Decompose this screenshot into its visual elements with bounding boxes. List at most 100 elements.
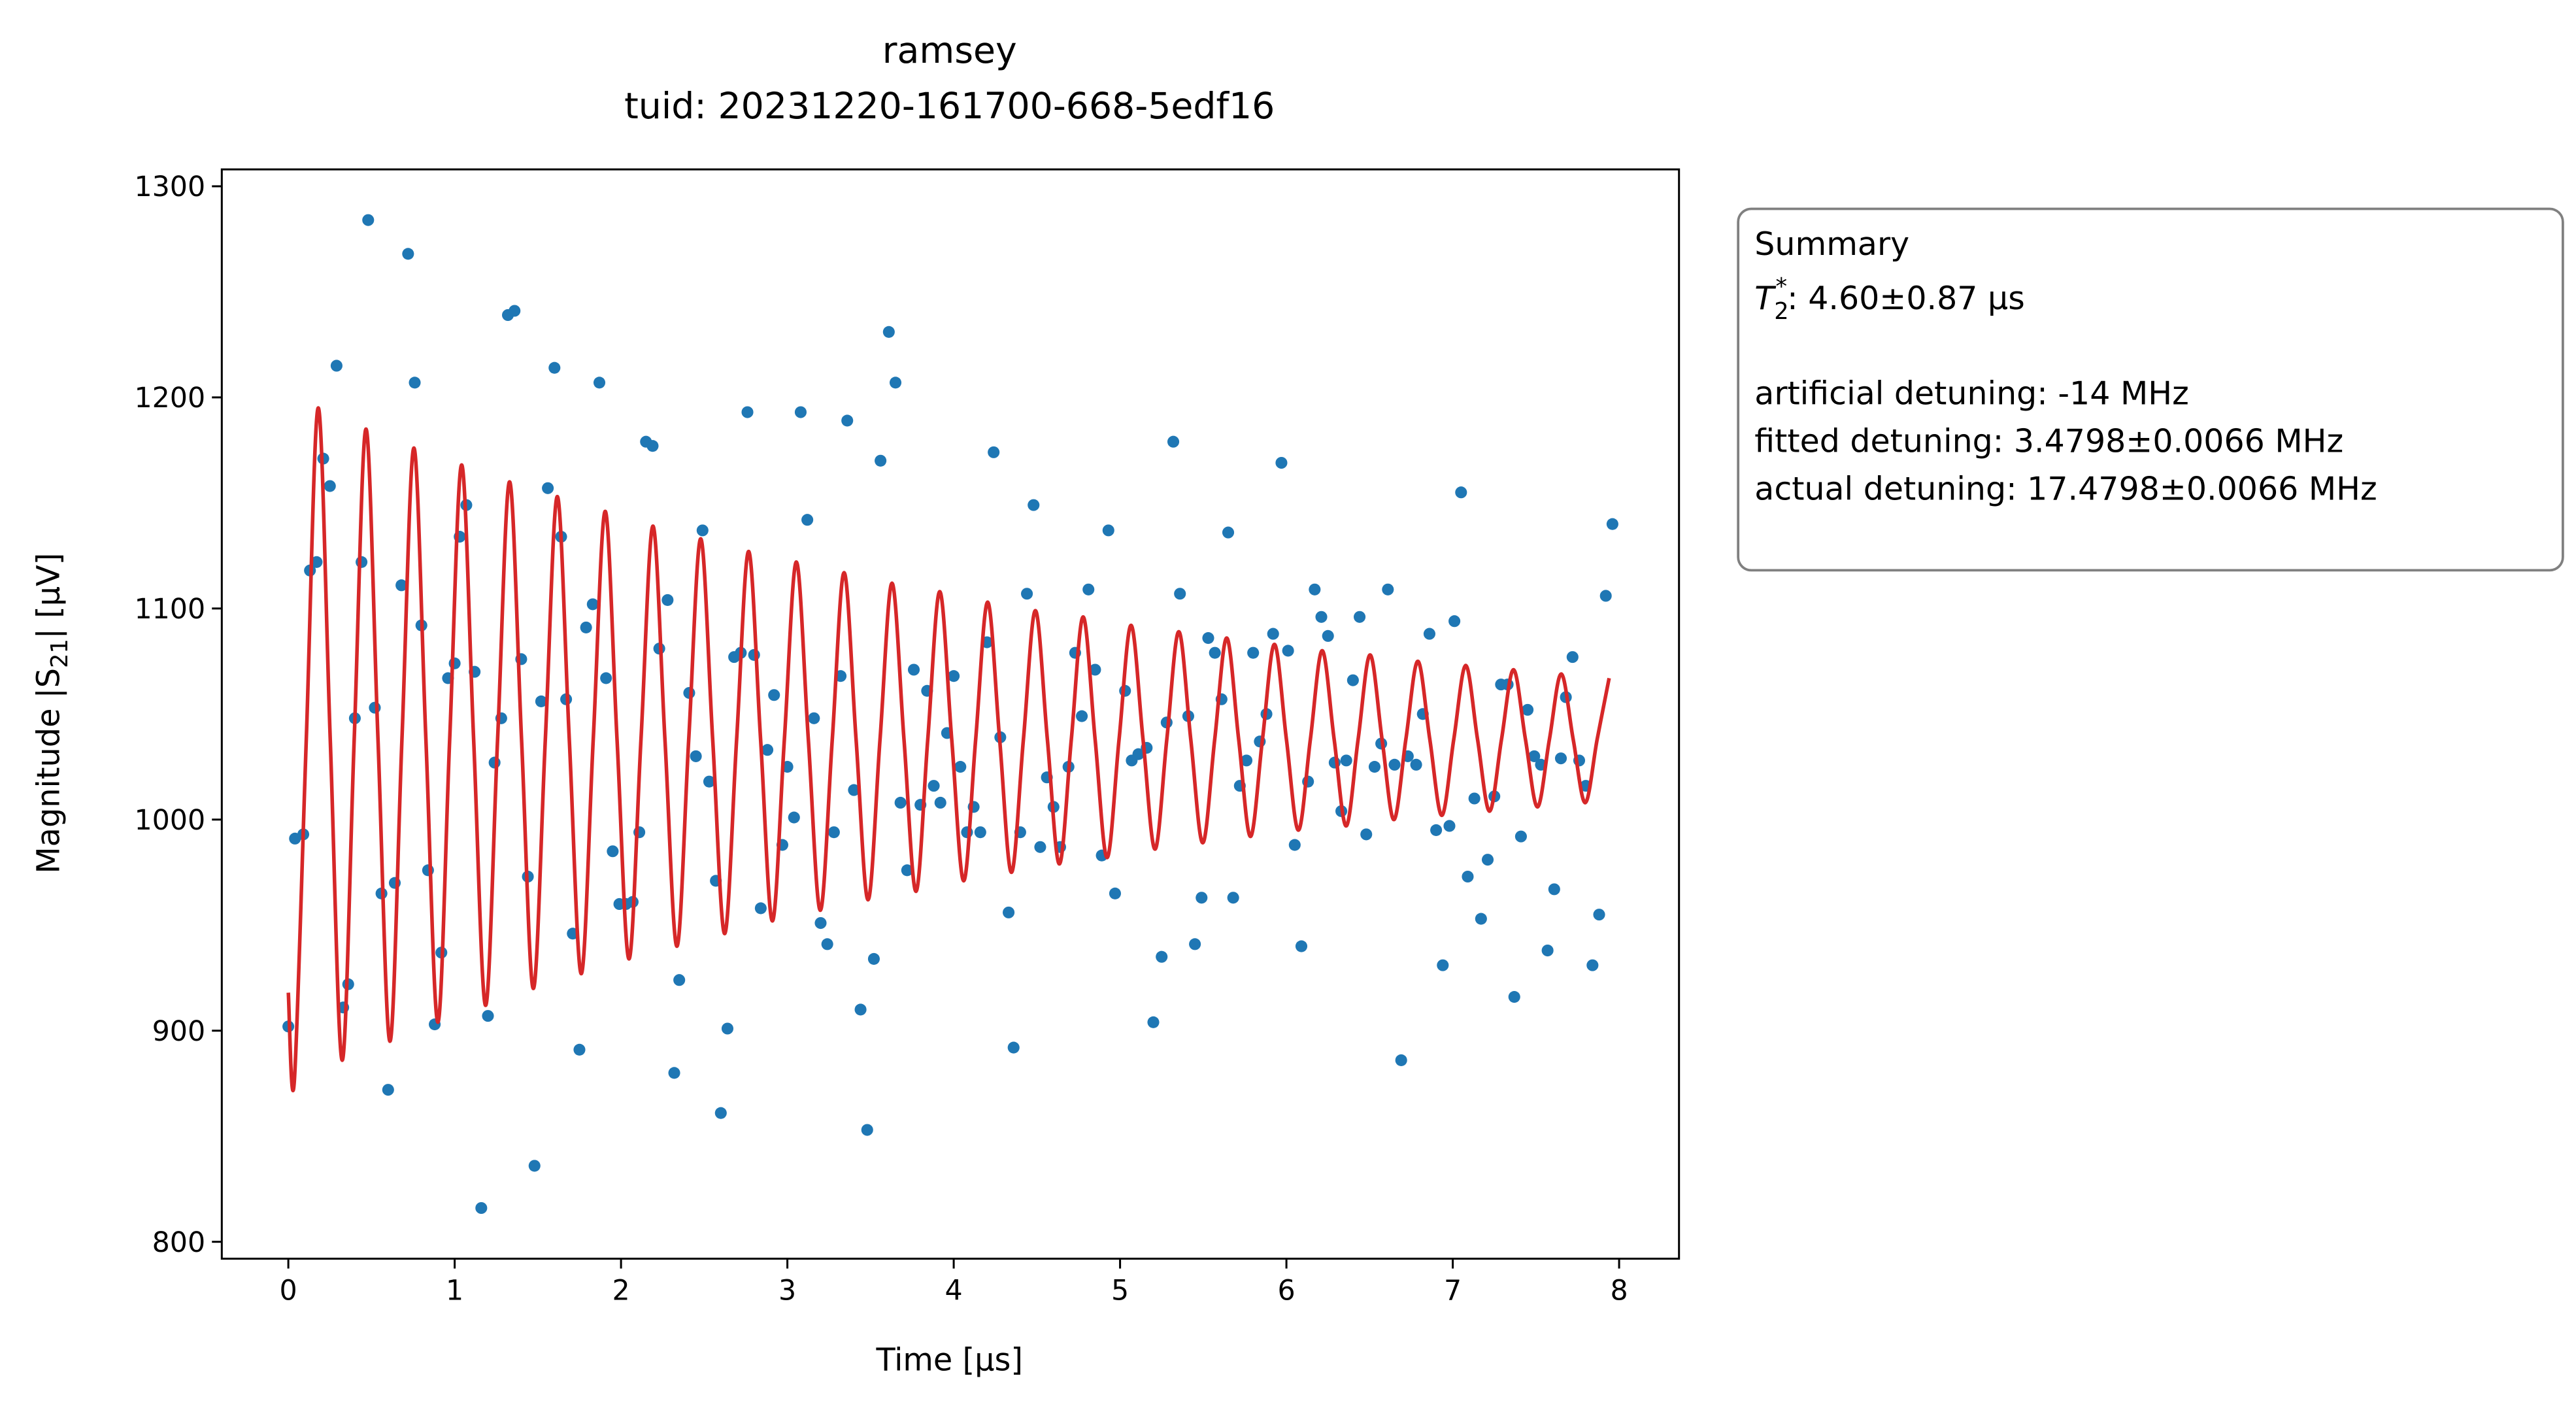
scatter-point: [1109, 887, 1121, 899]
scatter-point: [509, 305, 521, 317]
scatter-point: [1275, 456, 1288, 469]
scatter-point: [673, 974, 686, 986]
scatter-point: [1395, 1054, 1407, 1066]
scatter-point: [1514, 830, 1527, 843]
scatter-point: [1156, 950, 1168, 963]
scatter-point: [1593, 909, 1605, 921]
scatter-point: [1082, 583, 1095, 596]
scatter-point: [1003, 906, 1015, 918]
scatter-point: [1548, 883, 1560, 896]
scatter-point: [928, 780, 940, 792]
scatter-point: [586, 598, 599, 611]
scatter-point: [1462, 870, 1474, 883]
scatter-point: [1315, 611, 1328, 623]
scatter-point: [1288, 839, 1301, 851]
scatter-point: [1227, 892, 1239, 904]
scatter-point: [875, 454, 887, 467]
scatter-point: [1028, 499, 1040, 511]
scatter-point: [1295, 940, 1308, 952]
scatter-point: [1089, 663, 1101, 676]
scatter-point: [362, 214, 375, 226]
scatter-point: [821, 938, 833, 950]
chart-title: ramsey: [882, 30, 1017, 72]
scatter-point: [1475, 913, 1487, 925]
scatter-point: [1147, 1016, 1160, 1028]
scatter-point: [1528, 750, 1541, 762]
scatter-point: [1423, 628, 1435, 640]
summary-line: fitted detuning: 3.4798±0.0066 MHz: [1754, 422, 2343, 460]
x-tick-label: 7: [1444, 1274, 1462, 1307]
scatter-point: [1368, 761, 1381, 773]
scatter-point: [934, 796, 946, 809]
scatter-point: [1508, 991, 1520, 1003]
x-tick-label: 0: [280, 1274, 297, 1307]
scatter-point: [1354, 611, 1366, 623]
scatter-point: [794, 406, 807, 418]
scatter-point: [488, 756, 501, 769]
scatter-point: [988, 446, 1000, 458]
y-tick-label: 1000: [134, 804, 205, 837]
scatter-point: [889, 377, 902, 389]
scatter-point: [1382, 583, 1394, 596]
summary-line: actual detuning: 17.4798±0.0066 MHz: [1754, 470, 2377, 507]
scatter-point: [761, 744, 774, 756]
summary-t2: T2*: 4.60±0.87 µs: [1754, 273, 2024, 325]
scatter-point: [1222, 526, 1235, 539]
scatter-point: [741, 406, 754, 418]
scatter-point: [668, 1067, 680, 1079]
scatter-point: [1209, 646, 1221, 659]
scatter-point: [1430, 824, 1443, 836]
scatter-point: [703, 775, 716, 788]
scatter-point: [1606, 518, 1618, 530]
scatter-point: [1189, 938, 1201, 950]
scatter-point: [848, 784, 860, 796]
summary-line: artificial detuning: -14 MHz: [1754, 375, 2189, 412]
scatter-point: [1360, 828, 1373, 841]
x-tick-label: 1: [446, 1274, 463, 1307]
scatter-point: [1196, 892, 1208, 904]
scatter-point: [402, 248, 414, 260]
scatter-point: [867, 952, 880, 965]
t2-sup: *: [1776, 273, 1788, 300]
scatter-point: [395, 579, 408, 592]
y-axis-label-rest: | [µV]: [31, 553, 67, 639]
scatter-point: [907, 663, 920, 676]
scatter-point: [409, 377, 421, 389]
scatter-point: [1240, 754, 1253, 767]
scatter-point: [801, 514, 814, 526]
scatter-point: [1388, 758, 1401, 771]
scatter-point: [646, 440, 659, 452]
scatter-point: [1410, 758, 1422, 771]
scatter-point: [580, 621, 592, 633]
scatter-point: [768, 689, 780, 701]
x-tick-label: 4: [945, 1274, 962, 1307]
scatter-point: [593, 377, 606, 389]
scatter-point: [954, 761, 967, 773]
t2-symbol: T: [1754, 280, 1777, 317]
scatter-point: [714, 1107, 727, 1119]
scatter-point: [1340, 754, 1352, 767]
scatter-point: [324, 480, 336, 492]
x-tick-label: 5: [1111, 1274, 1129, 1307]
scatter-point: [1282, 645, 1294, 657]
scatter-point: [1522, 703, 1534, 716]
scatter-point: [974, 826, 986, 839]
scatter-point: [573, 1043, 586, 1056]
scatter-point: [1132, 748, 1145, 760]
scatter-point: [1347, 674, 1359, 686]
scatter-point: [1076, 710, 1088, 722]
scatter-point: [696, 524, 709, 537]
scatter-point: [600, 672, 612, 684]
scatter-point: [1566, 651, 1579, 663]
scatter-point: [369, 701, 381, 714]
summary-box: [1737, 207, 2564, 572]
scatter-point: [1586, 959, 1599, 971]
scatter-point: [1309, 583, 1321, 596]
x-tick-label: 3: [778, 1274, 796, 1307]
scatter-point: [754, 902, 767, 915]
axes-frame: [220, 168, 1681, 1260]
scatter-point: [690, 750, 702, 762]
scatter-point: [1443, 820, 1456, 832]
